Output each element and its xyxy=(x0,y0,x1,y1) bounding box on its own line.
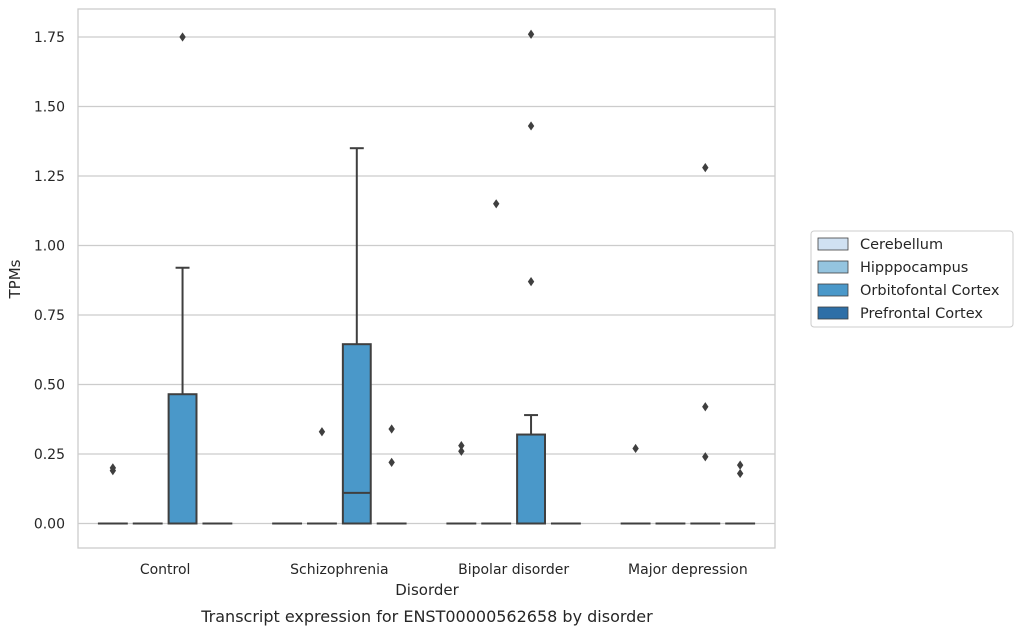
chart-caption: Transcript expression for ENST0000056265… xyxy=(200,607,653,626)
box-orbitofontal-cortex-2 xyxy=(516,29,546,525)
box-prefrontal-cortex-1 xyxy=(376,424,407,525)
legend: Cerebellum Hipppocampus Orbitofontal Corte… xyxy=(810,230,1014,328)
legend-frame xyxy=(810,230,1014,328)
outlier-point xyxy=(458,446,465,456)
legend-swatch xyxy=(817,306,849,320)
outlier-point xyxy=(527,29,535,39)
outlier-point xyxy=(736,460,744,470)
outlier-point xyxy=(702,163,709,173)
y-tick-label: 0.25 xyxy=(34,447,65,463)
legend-swatch xyxy=(817,283,849,297)
legend-entry-label: Hipppocampus xyxy=(860,260,968,276)
y-axis-tick-labels: 0.00 0.25 0.50 0.75 1.00 1.25 1.50 1.75 xyxy=(34,30,65,533)
outlier-point xyxy=(109,463,117,473)
box-orbitofontal-cortex-0 xyxy=(167,32,198,525)
x-axis-tick-labels: Control Schizophrenia Bipolar disorder Majo… xyxy=(140,562,748,578)
y-tick-label: 0.75 xyxy=(34,308,65,324)
y-tick-label: 1.25 xyxy=(34,169,65,185)
outlier-point xyxy=(388,424,395,434)
y-axis-label: TPMs xyxy=(6,259,24,299)
outlier-point xyxy=(702,402,709,412)
outlier-point xyxy=(179,32,186,42)
box-cerebellum-3 xyxy=(620,443,651,525)
box-hipppocampus-2 xyxy=(481,199,512,525)
outlier-point xyxy=(736,468,744,479)
boxes xyxy=(97,29,756,525)
x-tick-label: Control xyxy=(140,562,191,578)
legend-entry-label: Prefrontal Cortex xyxy=(860,306,983,322)
plot-area-frame xyxy=(77,8,776,549)
box-hipppocampus-1 xyxy=(307,427,337,525)
y-tick-label: 1.50 xyxy=(34,100,65,116)
outlier-point xyxy=(318,427,326,437)
outlier-point xyxy=(702,452,709,462)
x-axis-label: Disorder xyxy=(395,581,459,599)
x-tick-label: Schizophrenia xyxy=(290,562,388,578)
box-cerebellum-2 xyxy=(446,441,477,525)
x-tick-label: Bipolar disorder xyxy=(458,562,569,578)
y-tick-label: 0.50 xyxy=(34,378,65,394)
y-tick-label: 0.00 xyxy=(34,517,65,533)
y-tick-label: 1.75 xyxy=(34,30,65,46)
box-body xyxy=(167,393,198,525)
outlier-point xyxy=(527,121,535,131)
outlier-point xyxy=(632,443,639,454)
legend-entry-label: Orbitofontal Cortex xyxy=(860,283,1000,299)
legend-swatch xyxy=(817,260,849,274)
box-body xyxy=(341,343,372,525)
x-tick-label: Major depression xyxy=(628,562,748,578)
y-tick-label: 1.00 xyxy=(34,239,65,255)
box-cerebellum-0 xyxy=(97,463,128,525)
box-body xyxy=(516,433,546,525)
legend-swatch xyxy=(817,237,849,251)
outlier-point xyxy=(458,441,465,451)
outlier-point xyxy=(493,199,500,209)
box-prefrontal-cortex-3 xyxy=(725,460,756,525)
outlier-point xyxy=(388,457,395,467)
outlier-point xyxy=(527,277,535,287)
box-orbitofontal-cortex-1 xyxy=(341,147,372,525)
legend-entry-label: Cerebellum xyxy=(860,237,943,253)
box-orbitofontal-cortex-3 xyxy=(690,163,721,525)
